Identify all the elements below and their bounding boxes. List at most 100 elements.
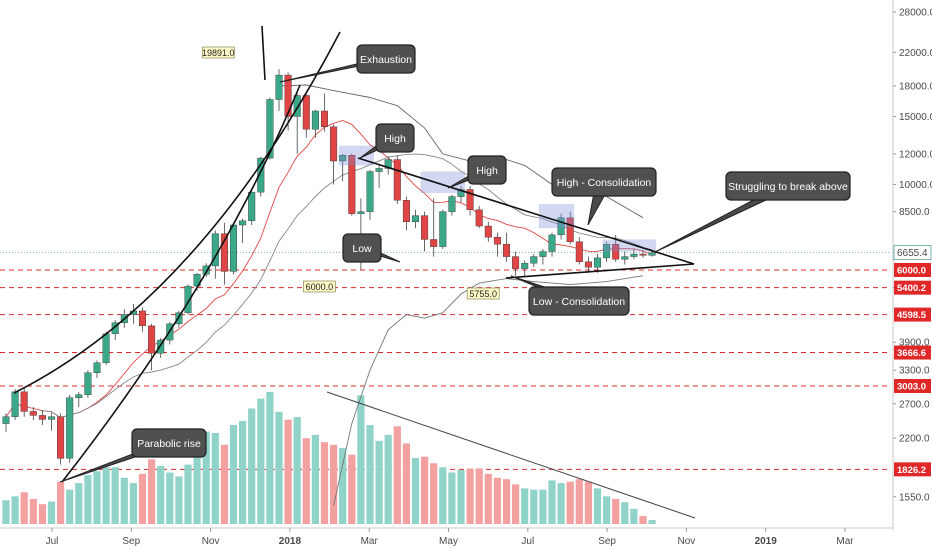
candle-body-55 [503, 243, 511, 257]
price-tick-10: 3900.0 [899, 338, 930, 349]
candle-body-60 [548, 234, 556, 252]
callout-exhaustion: Exhaustion [279, 44, 416, 83]
parabolic-lower-curve [61, 84, 301, 483]
price-tag-2-box [466, 287, 500, 300]
candle-body-45 [412, 215, 420, 223]
volume-bar-53 [484, 473, 492, 524]
parabolic-upper-curve [13, 31, 341, 394]
candle-body-31 [284, 74, 292, 117]
callout-low-consolidation-box [528, 286, 630, 316]
volume-bar-70 [639, 516, 647, 524]
time-tick-8: Nov [678, 536, 696, 547]
volume-bar-61 [557, 483, 565, 524]
price-tick-6: 8500.0 [899, 207, 930, 218]
price-tick-14: 2700.0 [899, 399, 930, 410]
level-label-5: 1826.2 [897, 465, 926, 476]
callout-high-2-text: High [476, 165, 498, 177]
candle-body-9 [84, 372, 92, 395]
callout-struggling-text: Struggling to break above [728, 181, 848, 193]
time-tick-3: 2018 [279, 536, 302, 547]
volume-bar-56 [512, 484, 520, 524]
volume-bar-0 [2, 500, 10, 524]
time-tick-6: Jul [521, 536, 534, 547]
volume-bar-42 [384, 434, 392, 524]
volume-bar-12 [111, 467, 119, 524]
callout-high-1-text: High [384, 133, 406, 145]
candle-body-53 [484, 225, 492, 238]
volume-bar-7 [66, 489, 74, 524]
candle-body-22 [202, 265, 210, 275]
candle-body-40 [366, 171, 374, 212]
volume-bar-1 [11, 496, 19, 524]
candle-body-63 [575, 241, 583, 263]
callout-exhaustion-text: Exhaustion [360, 54, 412, 66]
level-label-0-box [894, 263, 931, 278]
level-label-3-box [894, 345, 931, 360]
candle-body-64 [584, 261, 592, 268]
price-tick-2: 18000.0 [899, 81, 932, 92]
high-zone-1 [338, 145, 374, 166]
candle-body-6 [57, 416, 65, 459]
price-axis: 28000.0 22000.0 18000.0 15000.0 12000.0 10000… [892, 0, 932, 530]
candle-body-5 [48, 416, 56, 420]
candle-body-41 [375, 168, 383, 172]
price-tag-0: 19891.0 [202, 48, 235, 58]
price-tag-1-box [303, 280, 336, 293]
volume-bar-11 [102, 467, 110, 524]
volume-bar-63 [575, 479, 583, 524]
volume-bar-35 [320, 442, 329, 524]
candle-body-10 [93, 362, 101, 373]
candle-body-52 [475, 209, 483, 227]
callout-exhaustion-box [356, 44, 416, 74]
price-tick-0: 28000.0 [899, 7, 932, 18]
candle-body-51 [466, 189, 474, 210]
candle-body-50 [457, 189, 465, 197]
time-tick-7: Sep [598, 536, 616, 547]
candle-body-38 [348, 155, 356, 214]
volume-bar-15 [138, 473, 147, 524]
price-tick-5: 10000.0 [899, 180, 932, 191]
volume-bar-2 [20, 492, 28, 524]
volume-bar-55 [502, 479, 511, 524]
volume-bar-30 [275, 411, 283, 524]
candle-body-71 [648, 252, 656, 256]
volume-bar-60 [548, 480, 556, 524]
candle-body-44 [402, 200, 410, 223]
callout-low-box [342, 233, 382, 263]
price-tick-15: 2200.0 [899, 434, 930, 445]
volume-bar-38 [348, 454, 356, 524]
candle-body-59 [539, 251, 547, 257]
volume-bar-31 [284, 419, 292, 524]
candle-body-66 [603, 243, 611, 259]
volume-bar-3 [29, 498, 37, 524]
volume-bar-28 [257, 398, 265, 524]
volume-bar-23 [211, 432, 219, 524]
volume-bar-69 [630, 508, 638, 524]
candle-body-20 [184, 285, 192, 313]
volume-bar-65 [593, 488, 602, 524]
callout-parabolic-rise-text: Parabolic rise [137, 438, 201, 450]
candle-body-16 [148, 325, 156, 354]
volume-bar-22 [202, 431, 210, 524]
volume-bar-57 [521, 488, 529, 524]
volume-bar-41 [375, 440, 383, 524]
volume-bar-47 [430, 463, 438, 524]
volume-bar-51 [466, 468, 474, 524]
callout-struggling-box [725, 171, 851, 201]
volume-bar-32 [293, 417, 301, 524]
candle-body-27 [248, 191, 256, 221]
volume-bar-59 [539, 489, 547, 524]
volume-bar-4 [38, 504, 46, 524]
level-label-4-box [894, 378, 931, 393]
candle-body-7 [66, 397, 74, 459]
callout-struggling: Struggling to break above [654, 171, 851, 253]
volume-bar-20 [184, 464, 192, 524]
volume-bar-43 [393, 426, 401, 524]
price-tick-3: 15000.0 [899, 112, 932, 123]
level-label-4: 3003.0 [897, 381, 926, 392]
price-tick-17: 1550.0 [899, 492, 930, 503]
volume-bar-48 [439, 467, 447, 524]
candle-body-54 [493, 236, 501, 245]
